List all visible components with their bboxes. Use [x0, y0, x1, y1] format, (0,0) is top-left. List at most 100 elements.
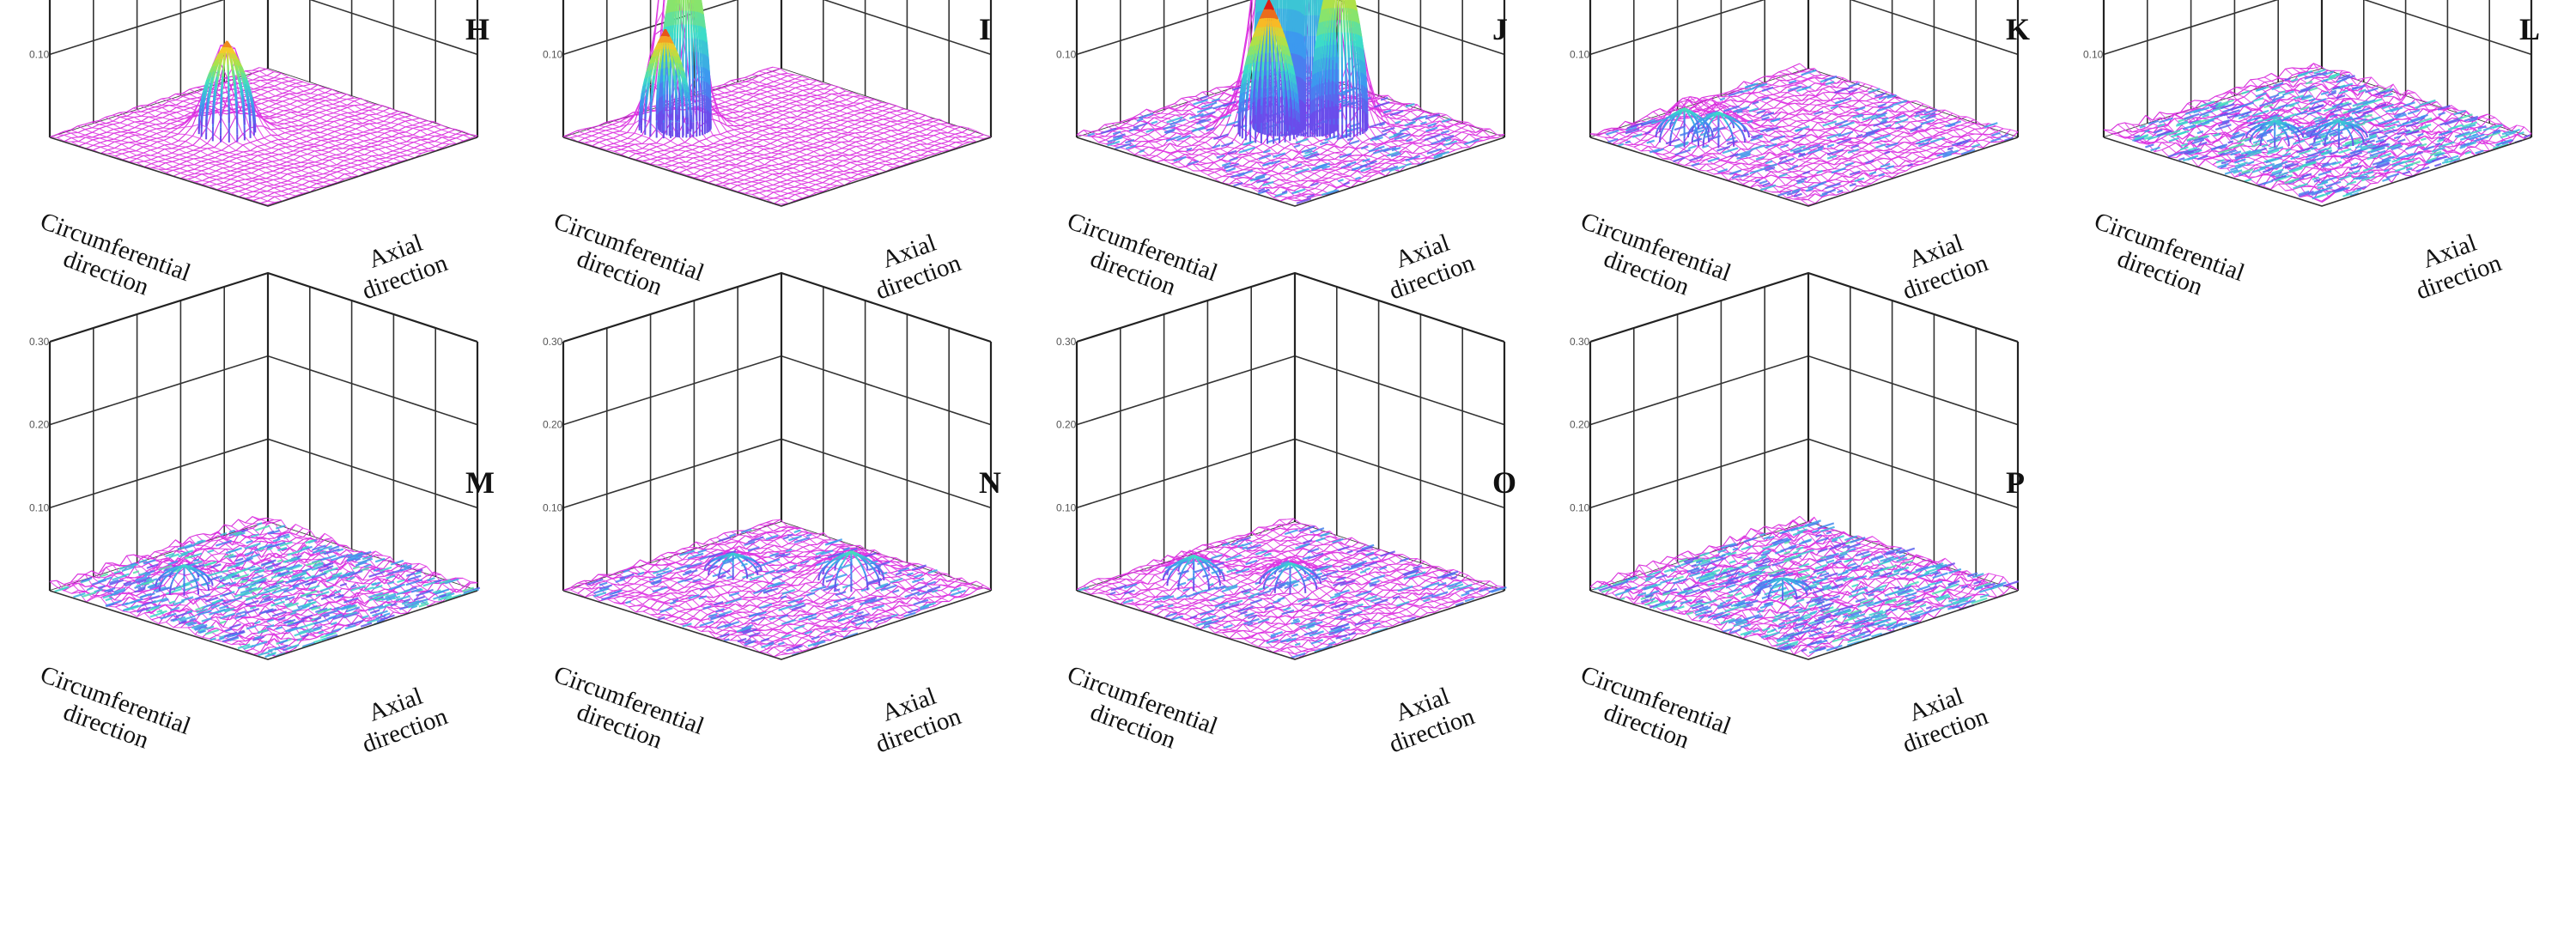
mesh-line-v [730, 80, 950, 151]
surface-texture [1764, 165, 1771, 169]
peak-ridge-line [1315, 35, 1319, 50]
surface-texture [1165, 135, 1182, 143]
peak-ridge-line [1295, 101, 1297, 111]
mesh-line-v [751, 74, 970, 143]
peak-ridge-line [1315, 47, 1318, 62]
peak-ridge-line [698, 39, 702, 53]
peak-ridge-line [235, 59, 240, 67]
peak-ridge-line [1350, 0, 1353, 9]
surface-floor [562, 0, 992, 206]
peak-ridge-line [1322, 9, 1327, 22]
peak-ridge-line [666, 0, 671, 14]
surface-texture [1373, 148, 1389, 155]
peak-ridge-line [1239, 102, 1242, 112]
peak-ridge-line [201, 92, 204, 100]
peak-ridge-line [1297, 0, 1300, 11]
peak-ridge-line [207, 97, 210, 105]
peak-ridge-line [696, 11, 700, 26]
peak-ridge-line [1285, 71, 1289, 82]
peak-ridge-line [1351, 8, 1355, 21]
peak-ridge-line [1359, 47, 1364, 61]
peak-ridge-line [1244, 73, 1248, 83]
surface-texture [1757, 134, 1764, 138]
peak-ridge-line [245, 78, 249, 86]
peak-ridge-line [708, 84, 712, 100]
peak-ridge-line [1293, 75, 1297, 85]
peak-ridge-line [1319, 21, 1323, 35]
peak-ridge-line [1284, 70, 1288, 82]
mesh-line-v [724, 83, 943, 152]
peak-ridge-line [252, 110, 255, 118]
z-tick-label: 0.10 [543, 48, 563, 60]
surface-texture [1881, 117, 1889, 121]
peak-ridge-line [199, 99, 204, 106]
peak-ridge-line [215, 58, 220, 66]
surface-texture [1716, 145, 1730, 152]
peak-ridge-line [1285, 46, 1290, 56]
peak-ridge-line [1270, 26, 1273, 36]
mesh-line-v [112, 114, 331, 185]
surface-texture [1390, 152, 1401, 158]
peak-ridge-line [665, 28, 671, 37]
surface-texture [1229, 156, 1238, 162]
peak-ridge-line [676, 56, 681, 64]
peak-ridge-line [657, 75, 659, 82]
peak-ridge-line [1348, 0, 1352, 9]
surface-texture [1136, 118, 1144, 122]
peak-ridge-line [242, 72, 247, 80]
mesh-line-v [119, 112, 338, 184]
surface-texture [1262, 161, 1272, 167]
surface-texture [1324, 134, 1340, 142]
peak-ridge-line [703, 40, 708, 56]
peak-ridge-line [1285, 59, 1290, 70]
peak-ridge-line [1249, 46, 1254, 56]
surface-texture [1791, 188, 1801, 193]
peak-ridge-line [1350, 33, 1353, 46]
peak-ridge-line [653, 49, 659, 57]
peak-ridge-line [1258, 0, 1261, 12]
peak-ridge-line [1250, 80, 1254, 90]
mesh-line-v [1604, 129, 1823, 198]
peak-ridge-line [661, 82, 665, 96]
peak-ridge-line [1328, 8, 1333, 21]
peak-ridge-line [1245, 69, 1249, 80]
peak-ridge-line [1342, 7, 1346, 21]
surface-texture [1221, 161, 1231, 167]
peak-ridge-line [230, 46, 236, 55]
surface-texture [1359, 161, 1375, 168]
peak-ridge-line [659, 55, 662, 63]
peak-ridge-line [694, 38, 696, 52]
peak-ridge-line [1334, 0, 1338, 8]
peak-ridge-line [1365, 88, 1368, 101]
peak-ridge-line [702, 27, 706, 41]
peak-ridge-line [1276, 30, 1281, 41]
peak-ridge-line [1358, 83, 1361, 97]
surface-texture [1262, 149, 1271, 154]
peak-ridge-line [680, 74, 684, 82]
surface-texture [1360, 167, 1372, 173]
peak-ridge-line [242, 82, 246, 90]
peak-ridge-line [658, 42, 662, 50]
peak-ridge-line [208, 71, 212, 79]
mesh-line-v [105, 116, 325, 187]
surface-texture [1875, 143, 1886, 149]
surface-texture [1873, 120, 1887, 127]
surface-texture [1419, 115, 1428, 120]
surface-texture [1341, 101, 1355, 108]
peak-ridge-line [1261, 61, 1264, 71]
peak-ridge-line [1313, 48, 1317, 63]
peak-ridge-line [1283, 88, 1285, 98]
peak-ridge-line [1361, 84, 1364, 98]
peak-ridge-line [693, 0, 696, 12]
peak-ridge-line [1273, 18, 1279, 27]
peak-ridge-line [217, 70, 221, 77]
peak-ridge-line [246, 96, 250, 103]
peak-ridge-line [240, 66, 245, 74]
peak-ridge-line [672, 0, 677, 12]
wall-gridline-level [49, 0, 478, 56]
peak-ridge-line [659, 35, 665, 44]
peak-ridge-line [1297, 103, 1300, 113]
surface-texture [1301, 146, 1317, 154]
surface-texture [1440, 134, 1455, 141]
